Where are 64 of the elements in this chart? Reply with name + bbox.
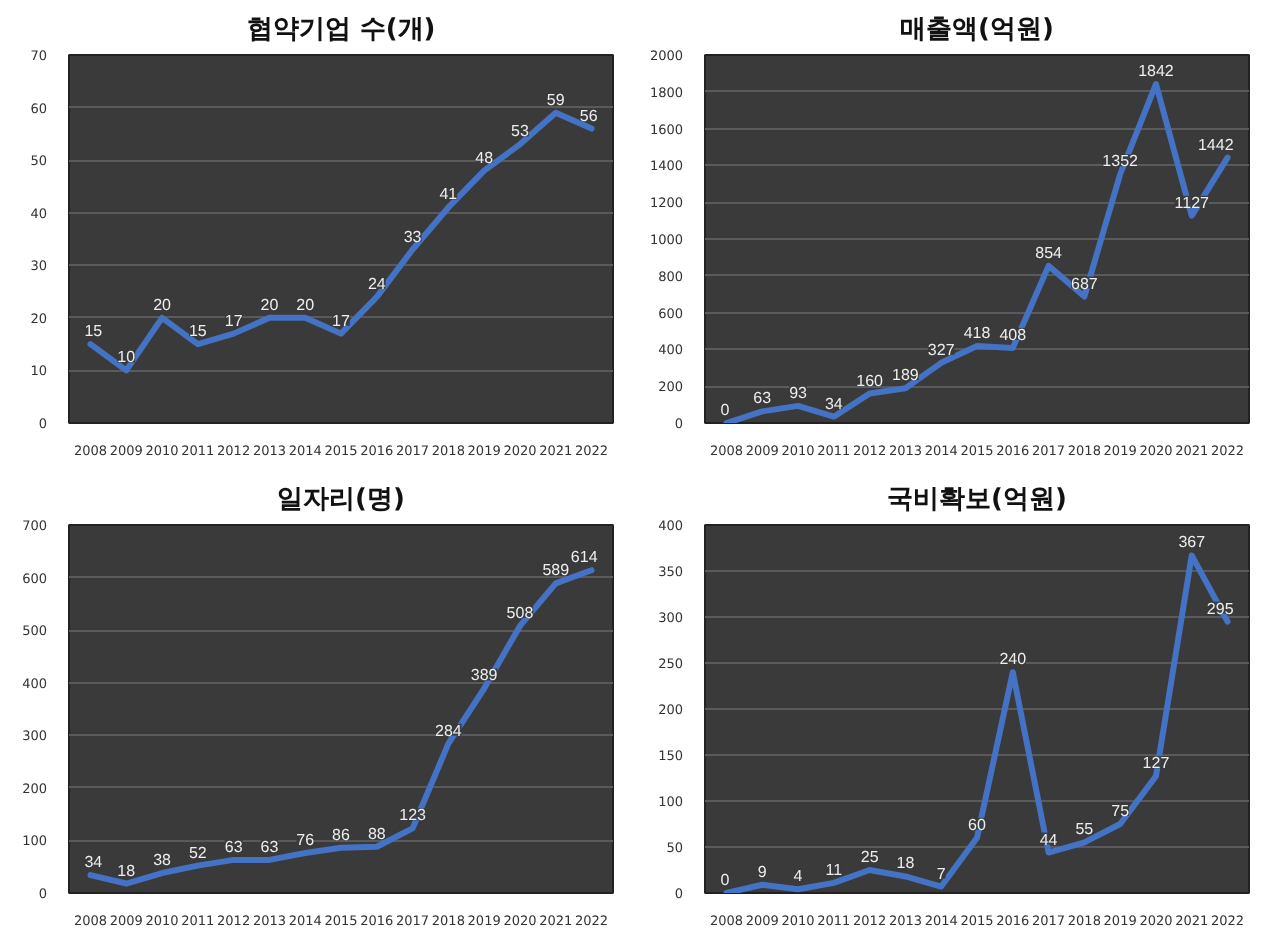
- data-label: 25: [860, 848, 880, 866]
- data-label: 93: [789, 383, 809, 402]
- data-label: 7: [936, 864, 947, 883]
- data-label: 854: [1035, 243, 1064, 262]
- data-label: 63: [260, 837, 280, 856]
- data-label: 17: [332, 311, 351, 330]
- data-label: 56: [579, 106, 599, 125]
- chart-title: 협약기업 수(개): [246, 15, 436, 45]
- data-label: 1127: [1174, 193, 1211, 212]
- data-label: 10: [117, 348, 137, 367]
- data-label: 15: [84, 322, 104, 341]
- data-label: 508: [506, 603, 535, 622]
- data-label: 240: [999, 650, 1028, 669]
- data-label: 48: [475, 148, 495, 167]
- chart-title: 매출액(억원): [900, 15, 1054, 45]
- data-label: 614: [570, 548, 599, 567]
- data-label: 418: [963, 324, 992, 343]
- data-label: 687: [1071, 274, 1099, 293]
- data-label: 0: [720, 401, 731, 419]
- data-label: 9: [757, 862, 768, 881]
- data-label: 38: [153, 851, 173, 870]
- data-label: 589: [542, 561, 571, 580]
- data-label: 34: [84, 853, 104, 872]
- data-label: 44: [1039, 830, 1059, 849]
- data-label: 327: [927, 340, 956, 359]
- data-label: 408: [999, 325, 1028, 344]
- data-label: 75: [1111, 802, 1131, 820]
- data-label: 88: [367, 824, 387, 843]
- data-label: 86: [332, 825, 351, 844]
- data-label: 53: [511, 122, 530, 141]
- data-label: 18: [896, 854, 916, 873]
- data-label: 63: [753, 389, 773, 408]
- data-label: 284: [435, 721, 463, 740]
- data-label: 1352: [1102, 152, 1140, 171]
- data-label: 33: [403, 227, 423, 246]
- data-label: 15: [188, 322, 208, 341]
- data-label: 59: [546, 90, 566, 109]
- data-label: 60: [968, 815, 987, 834]
- data-label: 17: [224, 311, 244, 330]
- data-label: 11: [825, 860, 844, 879]
- data-label: 34: [824, 394, 844, 413]
- data-label: 18: [117, 861, 137, 880]
- data-label: 20: [296, 295, 316, 314]
- data-label: 55: [1075, 820, 1095, 839]
- data-label: 1442: [1197, 135, 1235, 154]
- data-label: 4: [793, 867, 804, 886]
- data-label: 41: [439, 185, 459, 204]
- data-label: 160: [856, 371, 885, 390]
- data-label: 295: [1206, 599, 1235, 618]
- data-label: 0: [720, 871, 731, 889]
- data-label: 189: [892, 366, 920, 385]
- data-label: 20: [153, 295, 173, 314]
- chart-title: 국비확보(억원): [887, 485, 1067, 515]
- data-label: 1842: [1138, 62, 1175, 81]
- data-label: 123: [399, 806, 428, 825]
- data-label: 52: [188, 843, 208, 862]
- data-label: 367: [1178, 533, 1207, 552]
- data-label: 63: [224, 837, 244, 856]
- data-label: 127: [1142, 754, 1171, 773]
- data-label: 76: [296, 831, 316, 850]
- data-label: 389: [470, 666, 499, 685]
- data-label: 20: [260, 295, 280, 314]
- data-label: 24: [367, 274, 387, 293]
- chart-title: 일자리(명): [277, 485, 405, 515]
